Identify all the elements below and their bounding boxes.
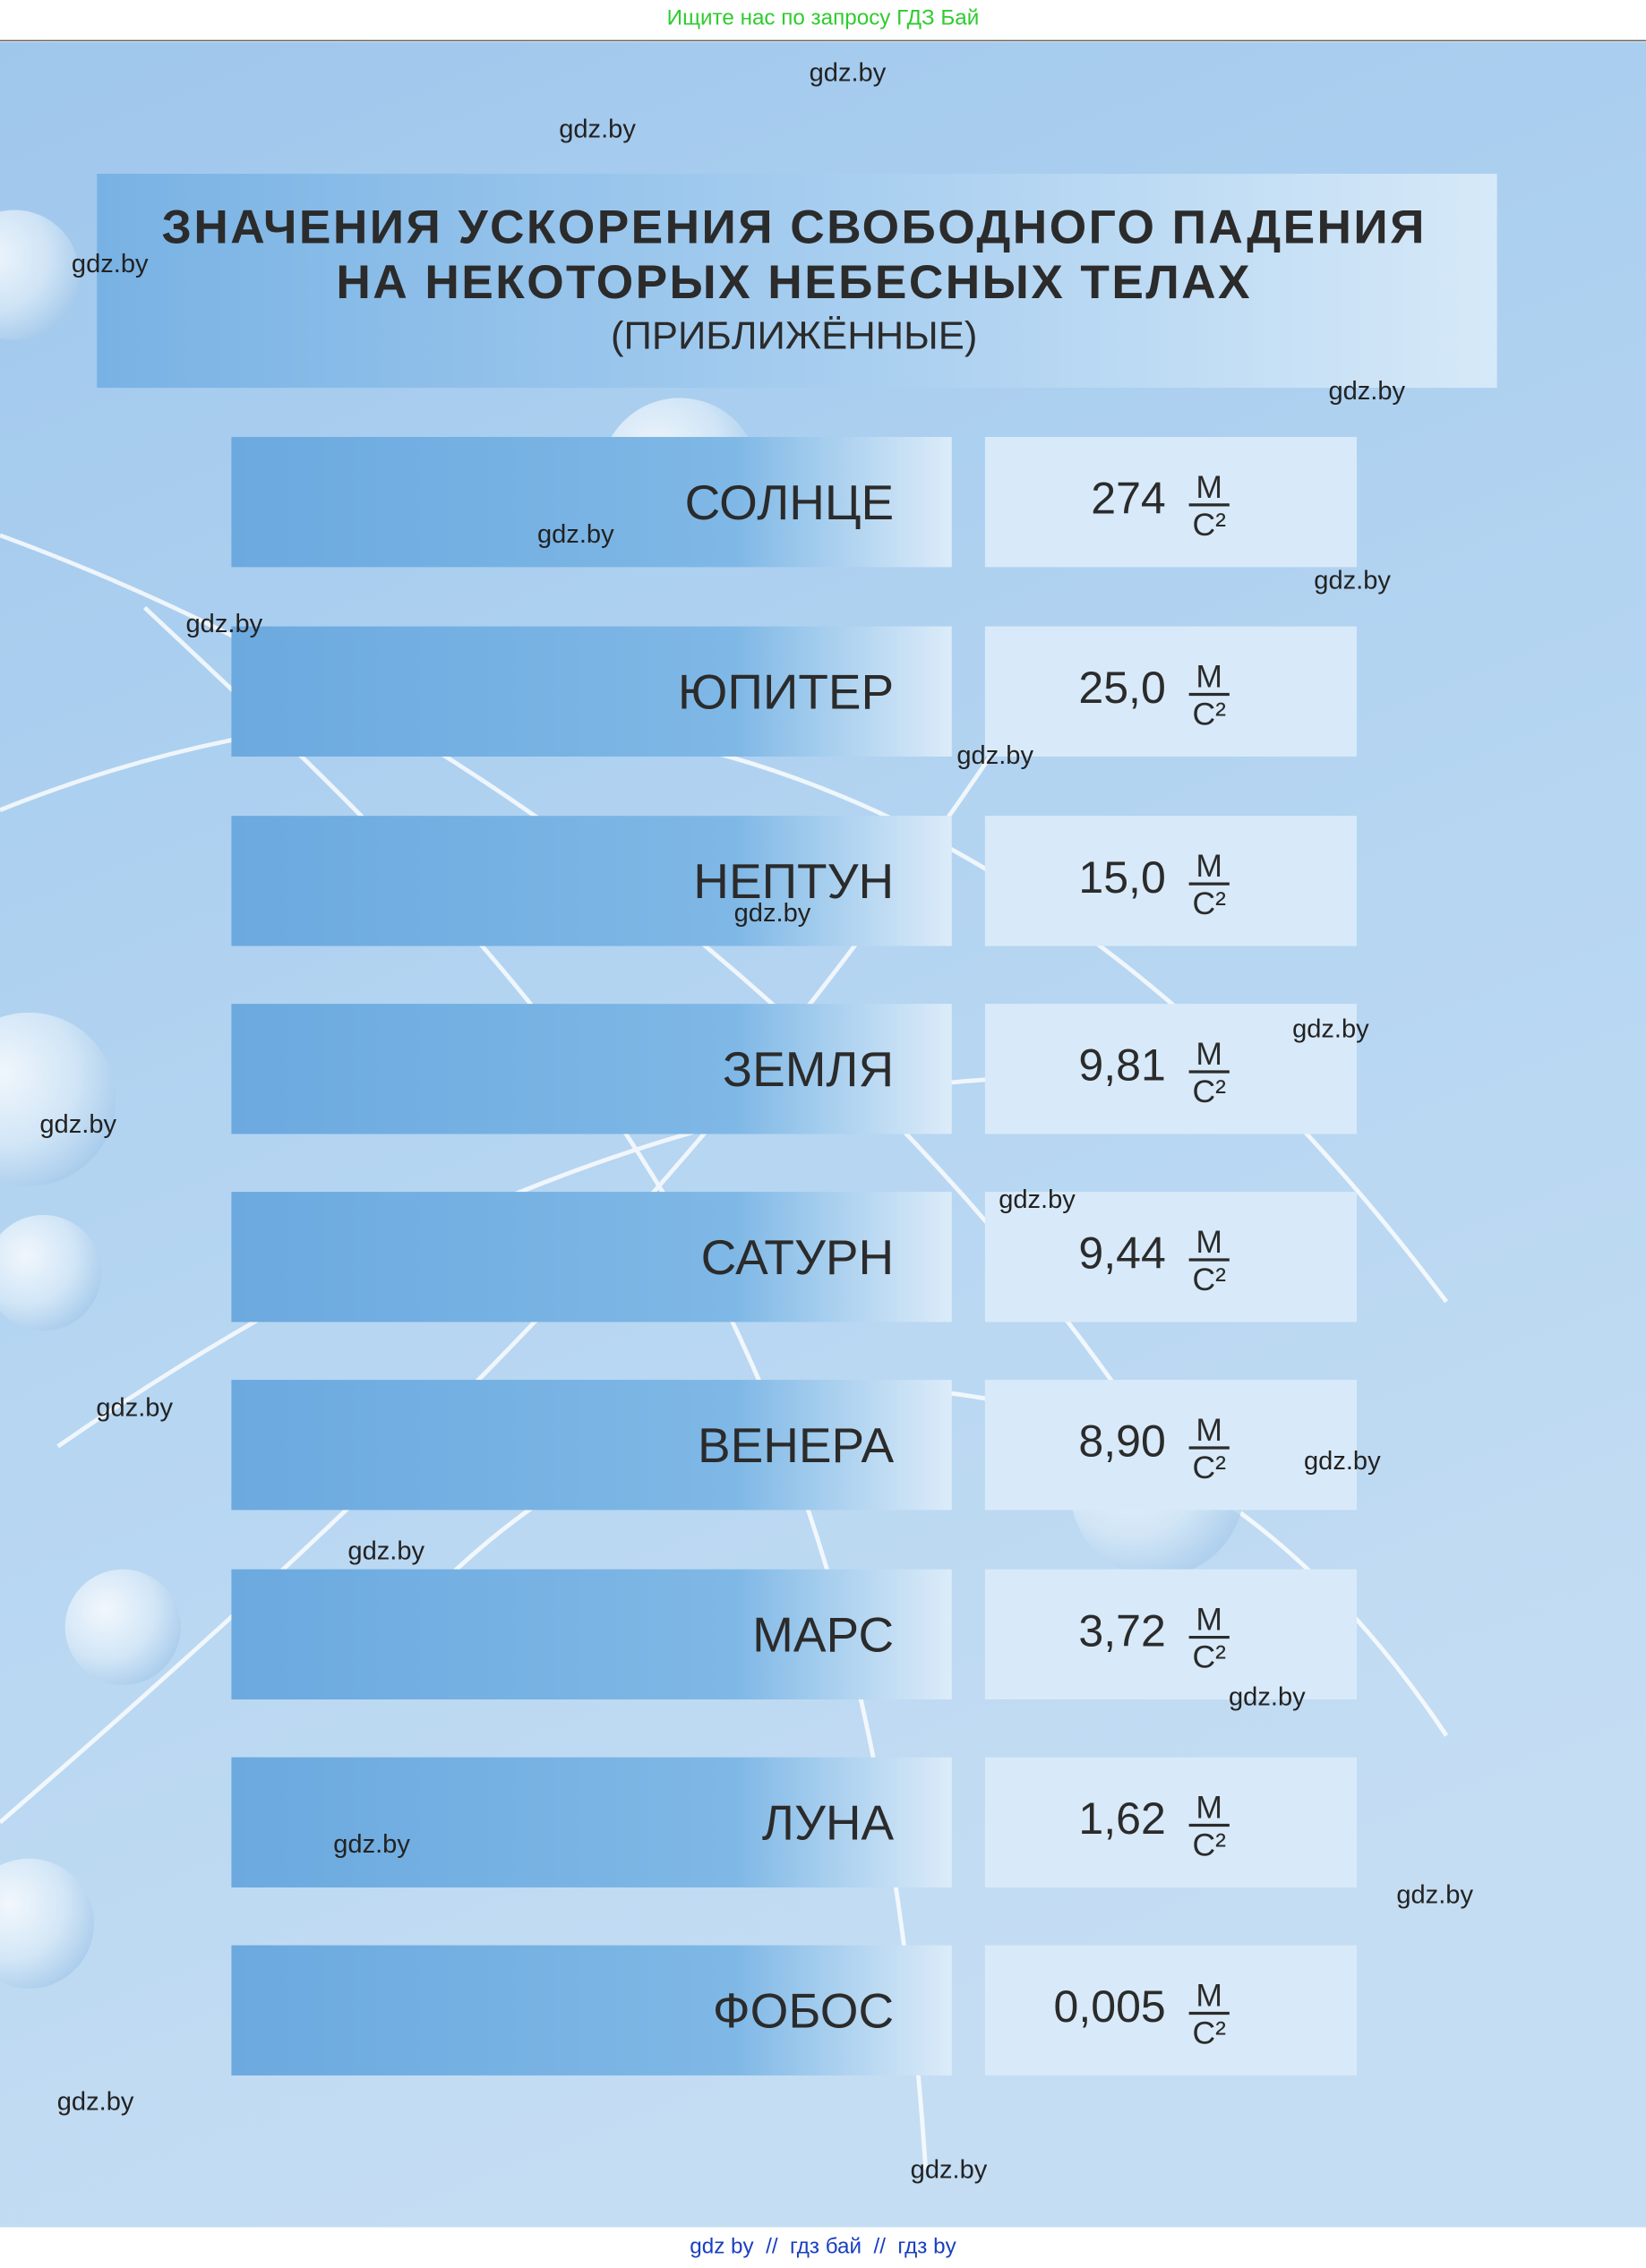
- unit-numerator: М: [1196, 1412, 1222, 1448]
- unit-numerator: М: [1196, 469, 1222, 505]
- unit-denominator: С²: [1192, 696, 1226, 732]
- unit-numerator: М: [1196, 1789, 1222, 1825]
- value: 1,62: [1078, 1793, 1165, 1844]
- watermark: gdz.by: [999, 1185, 1076, 1214]
- value: 9,81: [1078, 1040, 1165, 1091]
- row-value-cell: [984, 437, 1357, 568]
- table-row: ЗЕМЛЯ 9,81 МС²: [231, 1004, 1357, 1134]
- table-row: ВЕНЕРА 8,90 МС²: [231, 1380, 1357, 1511]
- watermark: gdz.by: [734, 899, 811, 928]
- top-banner[interactable]: Ищите нас по запросу ГДЗ Бай: [667, 6, 980, 30]
- value: 8,90: [1078, 1416, 1165, 1467]
- body-name: СОЛНЦЕ: [685, 475, 894, 530]
- unit-numerator: М: [1196, 1036, 1222, 1072]
- table-row: МАРС 3,72 МС²: [231, 1569, 1357, 1700]
- unit-denominator: С²: [1192, 1827, 1226, 1862]
- row-value-cell: [984, 1569, 1357, 1700]
- title-line: НА НЕКОТОРЫХ НЕБЕСНЫХ ТЕЛАХ: [336, 256, 1252, 309]
- unit-denominator: С²: [1192, 1074, 1226, 1109]
- row-value-cell: [984, 1004, 1357, 1134]
- watermark: gdz.by: [333, 1830, 410, 1859]
- row-name-cell: [231, 1004, 952, 1134]
- watermark: gdz.by: [1292, 1014, 1369, 1043]
- table-row: НЕПТУН 15,0 МС²: [231, 816, 1357, 946]
- table-row: ФОБОС 0,005 МС²: [231, 1945, 1357, 2075]
- watermarks: gdz.by gdz.by gdz.by gdz.by gdz.by gdz.by gdz.…: [39, 59, 1473, 2185]
- row-name-cell: [231, 437, 952, 568]
- watermark: gdz.by: [1328, 377, 1405, 406]
- watermark: gdz.by: [537, 520, 614, 549]
- row-name-cell: [231, 1757, 952, 1887]
- value: 9,44: [1078, 1228, 1165, 1279]
- value: 15,0: [1078, 852, 1165, 903]
- watermark: gdz.by: [1396, 1881, 1473, 1910]
- unit-denominator: С²: [1192, 1450, 1226, 1485]
- unit-numerator: М: [1196, 658, 1222, 694]
- watermark: gdz.by: [39, 1110, 116, 1139]
- title-box: [97, 174, 1497, 389]
- body-name: ВЕНЕРА: [698, 1417, 894, 1473]
- row-value-cell: [984, 816, 1357, 946]
- row-name-cell: [231, 1945, 952, 2075]
- watermark: gdz.by: [956, 741, 1033, 770]
- table-row: ЛУНА 1,62 МС²: [231, 1757, 1357, 1887]
- row-value-cell: [984, 1192, 1357, 1322]
- row-name-cell: [231, 1192, 952, 1322]
- row-name-cell: [231, 1380, 952, 1511]
- row-name-cell: [231, 1569, 952, 1700]
- body-name: ЮПИТЕР: [678, 664, 894, 720]
- watermark: gdz.by: [1314, 567, 1391, 595]
- watermark: gdz.by: [96, 1393, 173, 1422]
- body-name: НЕПТУН: [693, 853, 894, 909]
- row-value-cell: [984, 1380, 1357, 1511]
- body-name: МАРС: [752, 1607, 894, 1663]
- subtitle: (ПРИБЛИЖЁННЫЕ): [611, 314, 977, 357]
- watermark: gdz.by: [57, 2088, 134, 2117]
- value: 25,0: [1078, 663, 1165, 713]
- body-name: САТУРН: [701, 1229, 894, 1285]
- watermark: gdz.by: [186, 610, 263, 638]
- row-name-cell: [231, 626, 952, 757]
- watermark: gdz.by: [72, 250, 149, 278]
- watermark: gdz.by: [347, 1536, 424, 1565]
- unit-numerator: М: [1196, 1224, 1222, 1260]
- footer-bar: [0, 2227, 1646, 2268]
- watermark: gdz.by: [559, 116, 636, 144]
- value: 0,005: [1054, 1981, 1166, 2032]
- value: 3,72: [1078, 1605, 1165, 1656]
- watermark: gdz.by: [1229, 1682, 1306, 1711]
- top-bar: [0, 0, 1646, 41]
- body-name: ЗЕМЛЯ: [723, 1041, 894, 1097]
- unit-denominator: С²: [1192, 1262, 1226, 1297]
- watermark: gdz.by: [911, 2156, 988, 2185]
- unit-denominator: С²: [1192, 1639, 1226, 1674]
- unit-denominator: С²: [1192, 886, 1226, 921]
- row-value-cell: [984, 626, 1357, 757]
- watermark: gdz.by: [1304, 1447, 1381, 1476]
- watermark: gdz.by: [810, 59, 887, 88]
- table-row: ЮПИТЕР 25,0 МС²: [231, 626, 1357, 757]
- footer-links[interactable]: gdz by // гдз бай // гдз by: [690, 2235, 956, 2259]
- unit-denominator: С²: [1192, 507, 1226, 543]
- row-value-cell: [984, 1945, 1357, 2075]
- row-value-cell: [984, 1757, 1357, 1887]
- title-line: ЗНАЧЕНИЯ УСКОРЕНИЯ СВОБОДНОГО ПАДЕНИЯ: [162, 201, 1427, 254]
- body-name: ЛУНА: [762, 1795, 895, 1851]
- body-name: ФОБОС: [713, 1983, 894, 2039]
- unit-numerator: М: [1196, 848, 1222, 884]
- unit-numerator: М: [1196, 1601, 1222, 1637]
- row-name-cell: [231, 816, 952, 946]
- table-row: СОЛНЦЕ 274 МС²: [231, 437, 1357, 568]
- table-row: САТУРН 9,44 МС²: [231, 1192, 1357, 1322]
- value: 274: [1091, 474, 1166, 524]
- unit-denominator: С²: [1192, 2015, 1226, 2050]
- unit-numerator: М: [1196, 1977, 1222, 2013]
